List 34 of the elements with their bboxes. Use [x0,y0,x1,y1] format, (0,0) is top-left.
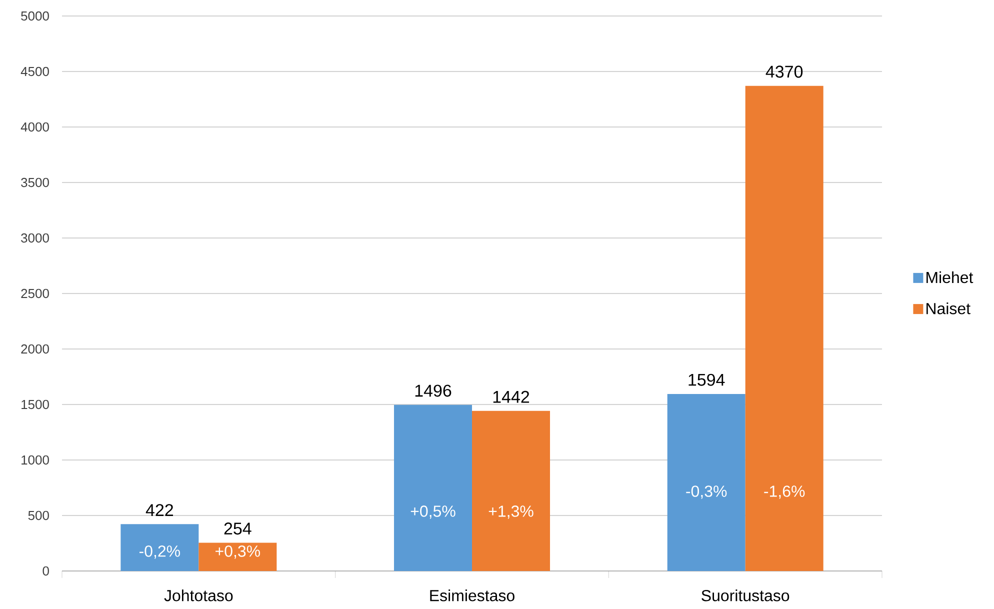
bar [394,404,472,571]
y-tick-label: 2000 [21,344,49,354]
x-tick-label: Suoritustaso [702,590,790,602]
annotation: -0,2% [139,546,180,559]
data-label: 1594 [688,374,725,386]
x-tick-label: Esimiestaso [430,590,514,602]
bar [120,524,199,571]
annotation: +0,3% [216,546,260,559]
data-label: 422 [146,504,173,516]
x-tick-label: Johtotaso [164,590,233,602]
y-tick-label: 5000 [21,11,49,21]
y-tick-label: 3000 [21,233,49,243]
data-label: 1442 [493,390,530,403]
annotation: -1,6% [764,486,805,499]
y-tick-label: 500 [28,510,49,520]
y-tick-label: 2500 [21,288,49,298]
y-tick-label: 4000 [20,122,49,132]
y-tick-label: 4500 [20,66,49,76]
bar [472,410,550,571]
annotation: -0,3% [686,486,727,499]
data-label: 254 [224,522,252,535]
bar [745,86,824,571]
legend-label: Miehet [926,271,974,284]
y-tick-label: 0 [42,566,49,576]
data-label: 4370 [766,66,803,78]
bar [198,542,277,571]
y-tick-label: 3500 [21,178,49,188]
bar [667,394,746,571]
legend-label: Naiset [926,302,970,314]
y-tick-label: 1500 [22,400,49,410]
data-label: 1496 [415,384,452,397]
y-tick-label: 1000 [22,455,49,465]
annotation: +1,3% [488,506,534,519]
annotation: +0,5% [410,506,456,519]
